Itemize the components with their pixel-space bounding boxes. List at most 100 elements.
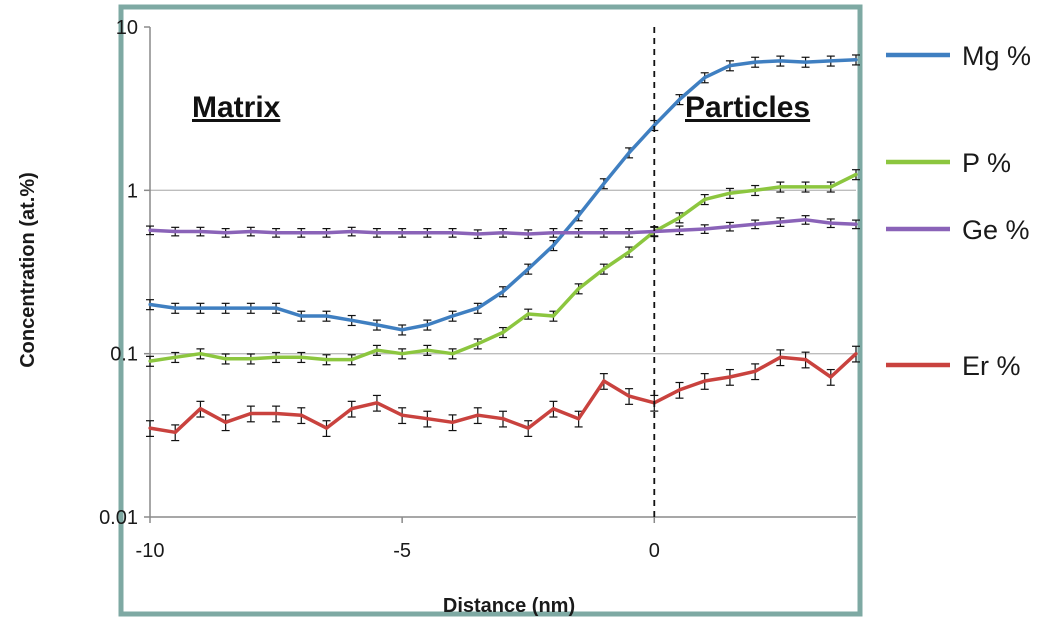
matrix-label: Matrix — [192, 91, 281, 124]
data-point — [274, 355, 278, 359]
data-point — [324, 231, 329, 235]
data-point — [476, 306, 480, 310]
data-point — [299, 413, 303, 417]
legend-label-mg: Mg % — [962, 41, 1031, 71]
data-point — [677, 97, 682, 102]
data-point — [375, 348, 379, 352]
data-point — [778, 185, 782, 189]
data-point — [829, 221, 833, 225]
data-point — [173, 306, 177, 310]
data-point — [425, 231, 429, 235]
data-point — [350, 407, 354, 411]
data-point — [400, 231, 404, 235]
data-point — [249, 411, 253, 416]
data-point — [602, 231, 606, 235]
data-point — [249, 357, 253, 361]
data-point — [224, 420, 228, 424]
y-tick-label: 1 — [127, 180, 138, 202]
data-point — [274, 306, 278, 310]
data-point — [501, 417, 505, 421]
data-point — [526, 312, 530, 316]
data-point — [778, 355, 782, 359]
data-point — [778, 220, 782, 224]
data-point — [274, 231, 278, 235]
series-ge — [146, 215, 860, 240]
data-point — [350, 229, 354, 234]
data-point — [476, 413, 480, 417]
gridlines — [150, 189, 856, 355]
legend: Mg % P % Ge % Er % — [886, 41, 1031, 381]
data-point — [173, 355, 177, 359]
data-point — [198, 229, 203, 234]
series-mg — [146, 54, 860, 336]
data-point — [703, 379, 707, 383]
data-point — [173, 430, 177, 434]
data-point — [224, 306, 228, 310]
data-point — [198, 407, 203, 411]
data-point — [501, 289, 505, 294]
legend-label-er: Er % — [962, 351, 1021, 381]
data-point — [400, 352, 404, 356]
data-point — [627, 231, 631, 235]
data-point — [602, 379, 606, 383]
data-point — [854, 172, 858, 177]
data-point — [375, 231, 379, 235]
data-point — [274, 411, 278, 416]
x-tick-label: 0 — [649, 540, 660, 562]
data-point — [425, 417, 429, 421]
tick-labels: 0.01 0.1 1 10 -10 -5 0 — [99, 17, 660, 562]
data-point — [425, 323, 429, 327]
data-point — [551, 243, 556, 248]
data-point — [425, 348, 429, 352]
data-point — [198, 352, 203, 356]
data-point — [703, 76, 707, 80]
data-point — [551, 314, 556, 318]
series-p — [146, 169, 860, 367]
data-point — [854, 352, 858, 356]
data-point — [728, 224, 732, 229]
data-point — [627, 250, 631, 254]
data-point — [753, 222, 757, 226]
data-point — [551, 231, 556, 235]
data-point — [677, 216, 682, 220]
particles-label: Particles — [685, 91, 810, 124]
legend-label-ge: Ge % — [962, 215, 1030, 245]
data-point — [148, 426, 152, 430]
data-point — [778, 59, 782, 63]
data-point — [173, 229, 177, 234]
data-point — [803, 357, 808, 362]
data-point — [224, 231, 228, 235]
data-point — [829, 375, 833, 379]
data-point — [854, 222, 858, 226]
data-point — [602, 267, 606, 271]
data-point — [526, 426, 530, 430]
data-point — [476, 232, 480, 236]
data-point — [324, 314, 329, 318]
y-tick-label: 10 — [116, 17, 138, 39]
data-point — [501, 330, 505, 334]
data-point — [450, 231, 455, 235]
data-point — [753, 188, 757, 192]
data-point — [299, 355, 303, 359]
y-tick-label: 0.1 — [110, 344, 138, 366]
data-point — [753, 60, 757, 64]
data-point — [249, 229, 253, 234]
data-point — [577, 417, 581, 421]
data-point — [324, 357, 329, 362]
plot-area — [150, 27, 856, 517]
data-point — [400, 413, 404, 417]
data-point — [526, 232, 530, 236]
data-point — [375, 401, 379, 405]
data-point — [299, 314, 303, 318]
data-point — [803, 185, 808, 189]
data-point — [350, 357, 354, 362]
data-point — [299, 231, 303, 235]
data-point — [627, 394, 631, 398]
y-tick-label: 0.01 — [99, 507, 138, 529]
data-point — [854, 58, 858, 62]
data-point — [703, 197, 707, 202]
data-point — [577, 214, 581, 218]
data-point — [829, 59, 833, 63]
data-point — [728, 64, 732, 68]
